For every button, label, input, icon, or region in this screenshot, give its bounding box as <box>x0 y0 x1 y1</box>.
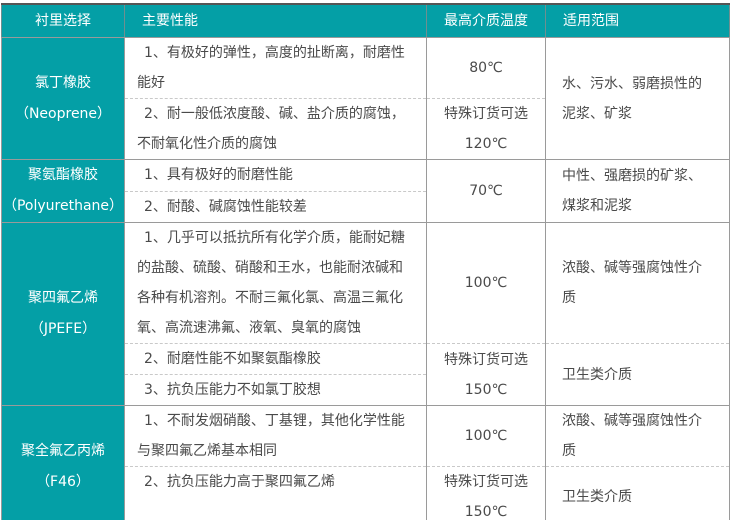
material-cell-ptfe: 聚四氟乙烯 （JPEFE） <box>1 222 125 406</box>
temperature-note: 特殊订货可选 <box>444 474 528 490</box>
performance-cell: 1、具有极好的耐磨性能 <box>124 159 427 192</box>
temperature-cell: 特殊订货可选 150℃ <box>426 466 546 520</box>
lining-selection-table: 衬里选择 主要性能 最高介质温度 适用范围 氯丁橡胶 （Neoprene） 1、… <box>1 3 730 520</box>
range-cell: 水、污水、弱磨损性的泥浆、矿浆 <box>545 37 730 160</box>
performance-cell: 2、抗负压能力高于聚四氟乙烯 <box>124 466 427 520</box>
material-name-cn: 聚氨酯橡胶 <box>28 167 98 183</box>
material-cell-f46: 聚全氟乙丙烯 （F46） <box>1 405 125 520</box>
temperature-value: 100℃ <box>464 275 508 291</box>
temperature-value: 150℃ <box>464 504 508 520</box>
material-cell-neoprene: 氯丁橡胶 （Neoprene） <box>1 37 125 160</box>
table-row: 2、耐一般低浓度酸、碱、盐介质的腐蚀，不耐氧化性介质的腐蚀 特殊订货可选 120… <box>2 98 730 160</box>
range-cell: 卫生类介质 <box>545 343 730 406</box>
material-name-en: （Neoprene） <box>14 105 112 122</box>
range-cell: 卫生类介质 <box>545 466 730 520</box>
performance-cell: 2、耐磨性能不如聚氨酯橡胶 <box>124 343 427 375</box>
material-cell-polyurethane: 聚氨酯橡胶 （Polyurethane） <box>1 159 125 223</box>
header-cell-range: 适用范围 <box>545 4 730 38</box>
material-name-cn: 聚全氟乙丙烯 <box>21 442 105 459</box>
material-name-en: （JPEFE） <box>29 321 97 337</box>
performance-cell: 2、耐酸、碱腐蚀性能较差 <box>124 191 427 223</box>
performance-cell: 1、不耐发烟硝酸、丁基锂，其他化学性能与聚四氟乙烯基本相同 <box>124 405 427 467</box>
temperature-value: 70℃ <box>469 183 503 199</box>
table-row: 氯丁橡胶 （Neoprene） 1、有极好的弹性，高度的扯断离，耐磨性能好 80… <box>1 37 730 160</box>
material-name-cn: 氯丁橡胶 <box>35 74 91 91</box>
table-row: 3、抗负压能力不如氯丁胶想 <box>2 374 730 406</box>
performance-cell: 3、抗负压能力不如氯丁胶想 <box>124 374 427 406</box>
performance-cell: 1、几乎可以抵抗所有化学介质，能耐妃糖的盐酸、硫酸、硝酸和王水，也能耐浓碱和各种… <box>124 222 427 344</box>
material-name-en: （Polyurethane） <box>2 198 124 214</box>
temperature-cell: 100℃ <box>426 222 546 344</box>
performance-cell: 1、有极好的弹性，高度的扯断离，耐磨性能好 <box>124 37 427 99</box>
temperature-cell: 80℃ <box>426 37 546 99</box>
temperature-note: 特殊订货可选 <box>444 351 528 368</box>
table-row: 2、耐磨性能不如聚氨酯橡胶 特殊订货可选 150℃ 卫生类介质 <box>2 343 730 406</box>
temperature-cell: 特殊订货可选 120℃ <box>426 98 546 160</box>
material-name-en: （F46） <box>36 473 90 490</box>
header-cell-lining: 衬里选择 <box>1 4 125 38</box>
temperature-value: 120℃ <box>464 136 508 152</box>
temperature-value: 80℃ <box>469 60 503 76</box>
table-header-row: 衬里选择 主要性能 最高介质温度 适用范围 <box>1 4 730 38</box>
range-cell: 浓酸、碱等强腐蚀性介质 <box>545 222 730 344</box>
range-cell: 中性、强磨损的矿浆、煤浆和泥浆 <box>545 159 730 223</box>
header-cell-temperature: 最高介质温度 <box>426 4 546 38</box>
temperature-cell: 特殊订货可选 150℃ <box>426 343 546 406</box>
temperature-value: 100℃ <box>464 428 508 444</box>
temperature-cell: 100℃ <box>426 405 546 467</box>
table-row: 聚氨酯橡胶 （Polyurethane） 1、具有极好的耐磨性能 70℃ 中性、… <box>1 159 730 223</box>
temperature-cell: 70℃ <box>426 159 546 223</box>
performance-cell: 2、耐一般低浓度酸、碱、盐介质的腐蚀，不耐氧化性介质的腐蚀 <box>124 98 427 160</box>
table-row: 2、抗负压能力高于聚四氟乙烯 特殊订货可选 150℃ 卫生类介质 <box>2 466 730 520</box>
material-name-cn: 聚四氟乙烯 <box>28 290 98 306</box>
range-cell: 浓酸、碱等强腐蚀性介质 <box>545 405 730 467</box>
temperature-value: 150℃ <box>464 381 508 398</box>
table-row: 2、耐酸、碱腐蚀性能较差 <box>2 191 730 223</box>
header-cell-performance: 主要性能 <box>124 4 427 38</box>
temperature-note: 特殊订货可选 <box>444 106 528 122</box>
table-row: 聚四氟乙烯 （JPEFE） 1、几乎可以抵抗所有化学介质，能耐妃糖的盐酸、硫酸、… <box>1 222 730 406</box>
table-row: 聚全氟乙丙烯 （F46） 1、不耐发烟硝酸、丁基锂，其他化学性能与聚四氟乙烯基本… <box>1 405 730 520</box>
